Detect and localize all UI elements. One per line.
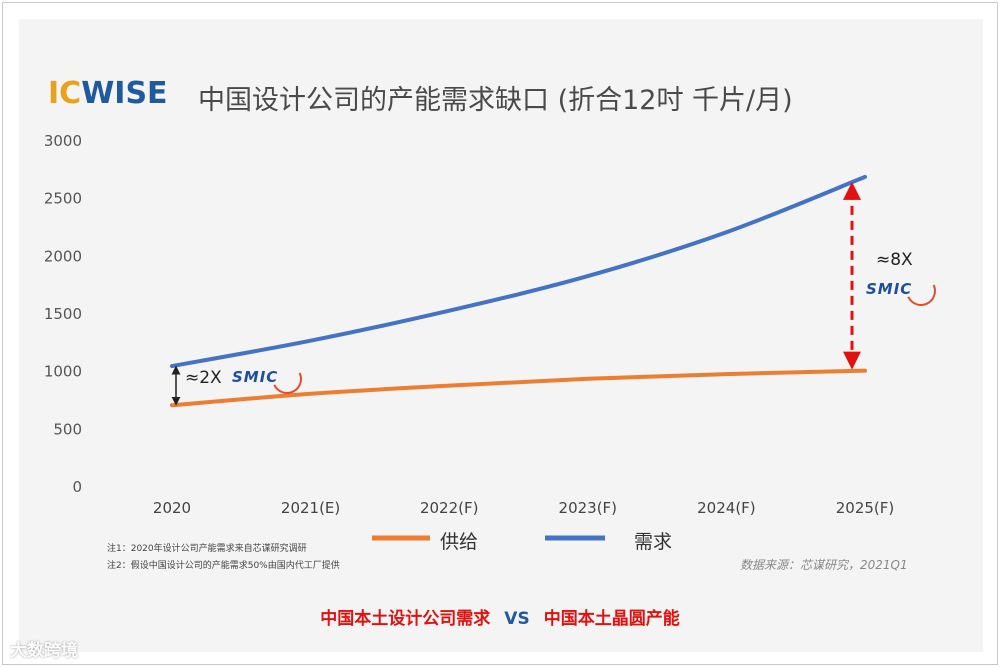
figure-background <box>19 19 983 652</box>
y-tick-label: 2500 <box>44 190 82 208</box>
ratio-2x-label: ≈2X <box>185 368 222 388</box>
bottom-caption: 中国本土设计公司需求 VS 中国本土晶圆产能 <box>0 604 1000 629</box>
legend-supply-label: 供给 <box>440 531 479 553</box>
caption-right: 中国本土晶圆产能 <box>543 609 680 629</box>
y-tick-label: 0 <box>72 478 82 496</box>
ratio-8x-label: ≈8X <box>876 250 913 270</box>
x-tick-label: 2021(E) <box>281 499 340 517</box>
logo-ic: IC <box>48 76 82 111</box>
x-tick-label: 2024(F) <box>697 499 756 517</box>
smic-logo-2025: SMIC <box>866 280 913 298</box>
series-line-demand <box>170 174 867 369</box>
smic-logo-2020: SMIC <box>232 368 279 386</box>
y-tick-label: 3000 <box>44 132 82 150</box>
chart-title: 中国设计公司的产能需求缺口 (折合12吋 千片/月) <box>198 85 793 116</box>
caption-vs: VS <box>504 609 530 629</box>
logo-wise: WISE <box>81 76 168 111</box>
y-tick-label: 500 <box>53 420 82 438</box>
caption-left: 中国本土设计公司需求 <box>320 609 491 629</box>
x-tick-label: 2020 <box>153 499 191 517</box>
data-source: 数据来源：芯谋研究，2021Q1 <box>740 558 908 572</box>
y-tick-label: 2000 <box>44 247 82 265</box>
x-tick-label: 2022(F) <box>420 499 479 517</box>
y-tick-label: 1500 <box>44 305 82 323</box>
note-1: 注1：2020年设计公司产能需求来自芯谋研究调研 <box>107 544 307 554</box>
x-tick-label: 2023(F) <box>559 499 618 517</box>
note-2: 注2：假设中国设计公司的产能需求50%由国内代工厂提供 <box>107 561 340 571</box>
y-tick-label: 1000 <box>44 363 82 381</box>
legend-demand-label: 需求 <box>634 531 673 553</box>
x-tick-label: 2025(F) <box>836 499 895 517</box>
watermark: 大数跨境 <box>10 641 78 661</box>
icwise-logo: ICWISE <box>48 76 168 111</box>
series-line-supply <box>170 368 867 408</box>
